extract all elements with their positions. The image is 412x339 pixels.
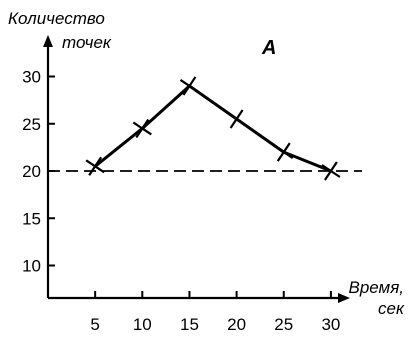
x-axis-title-line1: Время, xyxy=(348,278,404,297)
x-tick-label: 25 xyxy=(274,315,293,334)
x-ticks: 5 10 15 20 25 30 xyxy=(90,291,340,334)
y-axis-title-line1: Количество xyxy=(8,9,105,28)
y-tick-label: 30 xyxy=(22,68,41,87)
y-ticks: 10 15 20 25 30 xyxy=(22,68,55,276)
markers xyxy=(85,76,341,181)
x-tick-label: 15 xyxy=(180,315,199,334)
x-axis-title-line2: сек xyxy=(378,299,405,318)
y-tick-label: 10 xyxy=(22,257,41,276)
y-tick-label: 20 xyxy=(22,162,41,181)
axes xyxy=(43,35,350,303)
x-tick-label: 5 xyxy=(90,315,99,334)
chart-title: A xyxy=(261,37,276,59)
y-tick-label: 15 xyxy=(22,209,41,228)
data-point-marker xyxy=(274,142,294,162)
x-tick-label: 20 xyxy=(227,315,246,334)
data-point-marker xyxy=(226,109,247,129)
y-tick-label: 25 xyxy=(22,115,41,134)
x-tick-label: 30 xyxy=(321,315,340,334)
data-point-marker xyxy=(132,118,152,139)
series-line xyxy=(94,84,332,173)
data-point-marker xyxy=(179,76,200,96)
y-axis-arrow xyxy=(43,35,53,47)
x-tick-label: 10 xyxy=(133,315,152,334)
y-axis-title-line2: точек xyxy=(62,33,112,52)
data-point-marker xyxy=(321,161,341,181)
x-axis-arrow xyxy=(338,293,350,303)
data-point-marker xyxy=(85,156,105,176)
